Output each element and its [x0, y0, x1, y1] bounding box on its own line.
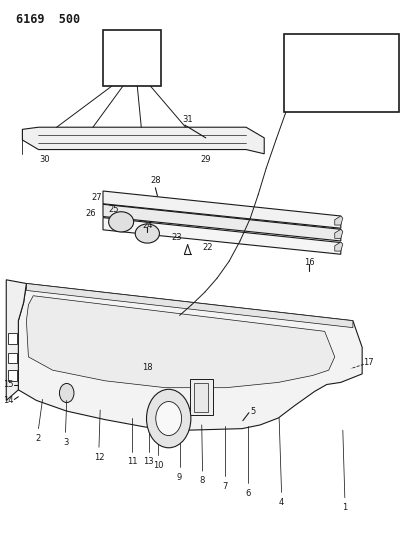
Text: 19: 19 — [311, 95, 322, 104]
Text: 25: 25 — [109, 205, 119, 214]
Text: 12: 12 — [94, 453, 104, 462]
Text: 9: 9 — [177, 473, 182, 482]
Text: 26: 26 — [86, 209, 96, 218]
Ellipse shape — [109, 212, 134, 232]
Text: 14: 14 — [2, 396, 13, 405]
Polygon shape — [103, 191, 341, 228]
Text: 30: 30 — [39, 155, 50, 164]
Polygon shape — [103, 204, 341, 241]
Text: 16: 16 — [304, 258, 315, 266]
Text: 20: 20 — [380, 40, 391, 49]
Polygon shape — [335, 229, 343, 238]
Polygon shape — [27, 296, 335, 387]
Text: 1: 1 — [342, 503, 348, 512]
Text: 6: 6 — [245, 489, 251, 498]
Text: 8: 8 — [200, 477, 205, 486]
Text: 22: 22 — [202, 244, 213, 253]
Polygon shape — [335, 242, 343, 251]
Circle shape — [156, 401, 182, 435]
Text: 27: 27 — [91, 193, 102, 202]
Text: 21: 21 — [122, 36, 133, 45]
Polygon shape — [6, 280, 27, 400]
Bar — [8, 353, 17, 364]
Text: 24: 24 — [142, 221, 153, 230]
Text: 4: 4 — [279, 498, 284, 507]
Circle shape — [146, 389, 191, 448]
Text: 5: 5 — [250, 407, 255, 416]
Bar — [284, 34, 399, 112]
Polygon shape — [335, 216, 343, 225]
Text: 28: 28 — [150, 176, 161, 185]
Text: 6169  500: 6169 500 — [16, 13, 80, 26]
Circle shape — [60, 383, 74, 402]
Text: 17: 17 — [363, 358, 374, 367]
Text: 29: 29 — [200, 155, 211, 164]
Ellipse shape — [135, 224, 160, 243]
Polygon shape — [103, 217, 341, 254]
Polygon shape — [22, 127, 264, 154]
Bar — [8, 333, 17, 344]
Text: 18: 18 — [142, 363, 153, 372]
Bar — [103, 30, 162, 86]
Bar — [190, 379, 213, 415]
Text: 11: 11 — [127, 457, 137, 466]
Polygon shape — [27, 284, 353, 328]
Text: 7: 7 — [222, 482, 228, 491]
Polygon shape — [324, 52, 366, 94]
Polygon shape — [18, 284, 362, 430]
Bar — [8, 370, 17, 381]
Bar — [194, 383, 208, 412]
Text: 15: 15 — [2, 380, 13, 389]
Text: 2: 2 — [36, 434, 41, 443]
Text: 3: 3 — [63, 438, 68, 447]
Text: 31: 31 — [182, 115, 193, 124]
Text: 10: 10 — [153, 461, 164, 470]
Text: 13: 13 — [143, 457, 154, 466]
Text: 23: 23 — [171, 233, 182, 243]
